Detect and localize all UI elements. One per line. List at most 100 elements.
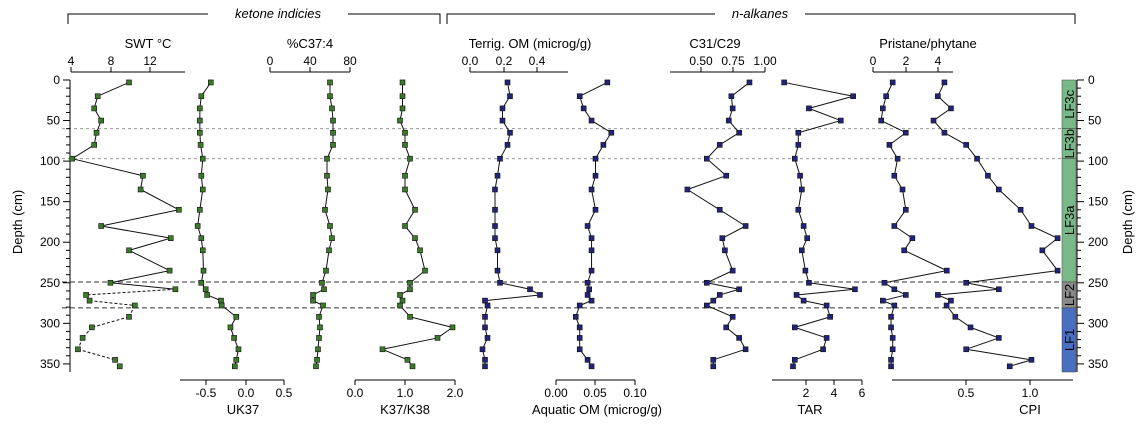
- data-point-7: [799, 186, 805, 193]
- data-point-1: [199, 247, 206, 254]
- series-segment-6: [713, 348, 746, 361]
- data-point-1: [197, 206, 203, 213]
- series-segment-3: [419, 250, 426, 271]
- depth-tick-label-left: 150: [40, 195, 60, 209]
- series-segment-9: [1031, 225, 1058, 239]
- data-point-6: [736, 129, 742, 136]
- data-point-9: [952, 314, 959, 320]
- series-segment-8: [882, 294, 906, 302]
- series-title-0: SWT °C: [125, 36, 172, 51]
- data-point-4: [507, 129, 513, 136]
- data-point-5: [576, 335, 583, 341]
- x-tick-label-9: 0.5: [958, 386, 975, 400]
- series-segment-6: [719, 132, 740, 146]
- data-point-9: [948, 105, 954, 112]
- data-point-7: [799, 247, 805, 254]
- depth-tick-label-right: 250: [1088, 276, 1108, 290]
- data-point-1: [194, 223, 201, 229]
- data-point-4: [507, 93, 513, 100]
- lithofacies-label-LF3c: LF3c: [1062, 89, 1077, 118]
- series-segment-6: [687, 189, 720, 211]
- data-point-8: [883, 93, 889, 100]
- series-segment-0: [101, 209, 179, 227]
- series-segment-7: [794, 158, 801, 176]
- series-segment-9: [937, 288, 999, 296]
- data-point-0: [126, 247, 132, 254]
- data-point-8: [880, 297, 886, 304]
- data-point-8: [889, 335, 896, 341]
- data-point-7: [800, 223, 807, 229]
- panel-5: 0.00 0.05 0.10 Aquatic OM (microg/g): [532, 79, 662, 417]
- data-point-8: [902, 129, 909, 136]
- data-point-3: [407, 314, 413, 320]
- data-point-5: [588, 235, 595, 241]
- data-point-3: [407, 279, 413, 286]
- panel-6: 0.50 0.75 1.00 C31/C29: [670, 36, 777, 370]
- data-point-1: [202, 286, 209, 293]
- x-tick-label-2: 0: [267, 54, 274, 68]
- series-segment-0: [128, 249, 170, 272]
- panel-9: 0.5 1.0 CPI: [892, 79, 1073, 417]
- data-point-6: [736, 286, 742, 293]
- depth-tick-label-right: 300: [1088, 316, 1108, 330]
- data-point-5: [576, 346, 583, 353]
- data-point-2: [321, 286, 327, 293]
- data-point-5: [588, 363, 595, 370]
- series-title-1: UK37: [227, 402, 260, 417]
- series-segment-5: [579, 81, 608, 97]
- data-point-3: [434, 335, 441, 341]
- data-point-0: [126, 314, 132, 320]
- series-title-6: C31/C29: [689, 36, 740, 51]
- series-segment-9: [966, 282, 999, 290]
- series-segment-9: [966, 270, 1058, 284]
- lithofacies-unit-LF1: [1061, 307, 1077, 373]
- series-segment-0: [86, 288, 176, 296]
- y-axis-label-left: Depth (cm): [10, 190, 25, 254]
- series-segment-9: [1041, 250, 1058, 271]
- data-point-0: [83, 292, 89, 298]
- data-point-1: [197, 105, 203, 112]
- data-point-2: [310, 297, 316, 304]
- panel-1: -0.5 0.0 0.5 UK37: [180, 79, 293, 417]
- data-point-7: [781, 79, 787, 86]
- series-segment-3: [382, 337, 438, 350]
- data-point-3: [407, 286, 413, 293]
- series-segment-6: [731, 82, 750, 97]
- data-point-2: [324, 172, 330, 179]
- data-point-5: [588, 247, 595, 254]
- data-point-1: [218, 302, 225, 309]
- data-point-8: [881, 279, 888, 286]
- x-tick-label-3: 2.0: [447, 386, 464, 400]
- series-segment-3: [409, 316, 453, 328]
- data-point-0: [167, 235, 174, 241]
- series-segment-0: [77, 348, 116, 361]
- series-segment-0: [91, 316, 130, 328]
- data-point-9: [1054, 235, 1061, 241]
- data-point-9: [1054, 267, 1061, 274]
- data-point-2: [315, 346, 321, 353]
- data-point-5: [572, 314, 579, 320]
- data-point-4: [494, 267, 501, 274]
- data-point-1: [198, 172, 205, 179]
- x-tick-label-5: 0.05: [583, 386, 607, 400]
- data-point-0: [91, 105, 97, 112]
- data-point-8: [888, 357, 894, 363]
- depth-tick-label-right: 0: [1088, 73, 1095, 87]
- panel-2: 0 40 80 %C37:4: [267, 36, 357, 370]
- data-point-5: [584, 292, 591, 298]
- x-tick-label-7: 2: [803, 386, 810, 400]
- depth-tick-label-left: 200: [40, 235, 60, 249]
- series-segment-3: [382, 348, 408, 361]
- data-point-1: [199, 155, 206, 162]
- data-point-6: [723, 324, 730, 331]
- data-point-3: [402, 223, 408, 229]
- panel-8: 0 2 4 Pristane/phytane: [870, 36, 977, 370]
- series-segment-6: [724, 250, 734, 271]
- data-point-8: [891, 286, 898, 293]
- data-point-3: [449, 324, 456, 331]
- data-point-4: [497, 279, 503, 286]
- x-tick-label-9: 1.0: [1022, 386, 1039, 400]
- series-segment-0: [71, 144, 95, 160]
- data-point-2: [329, 235, 335, 241]
- data-point-1: [231, 335, 237, 341]
